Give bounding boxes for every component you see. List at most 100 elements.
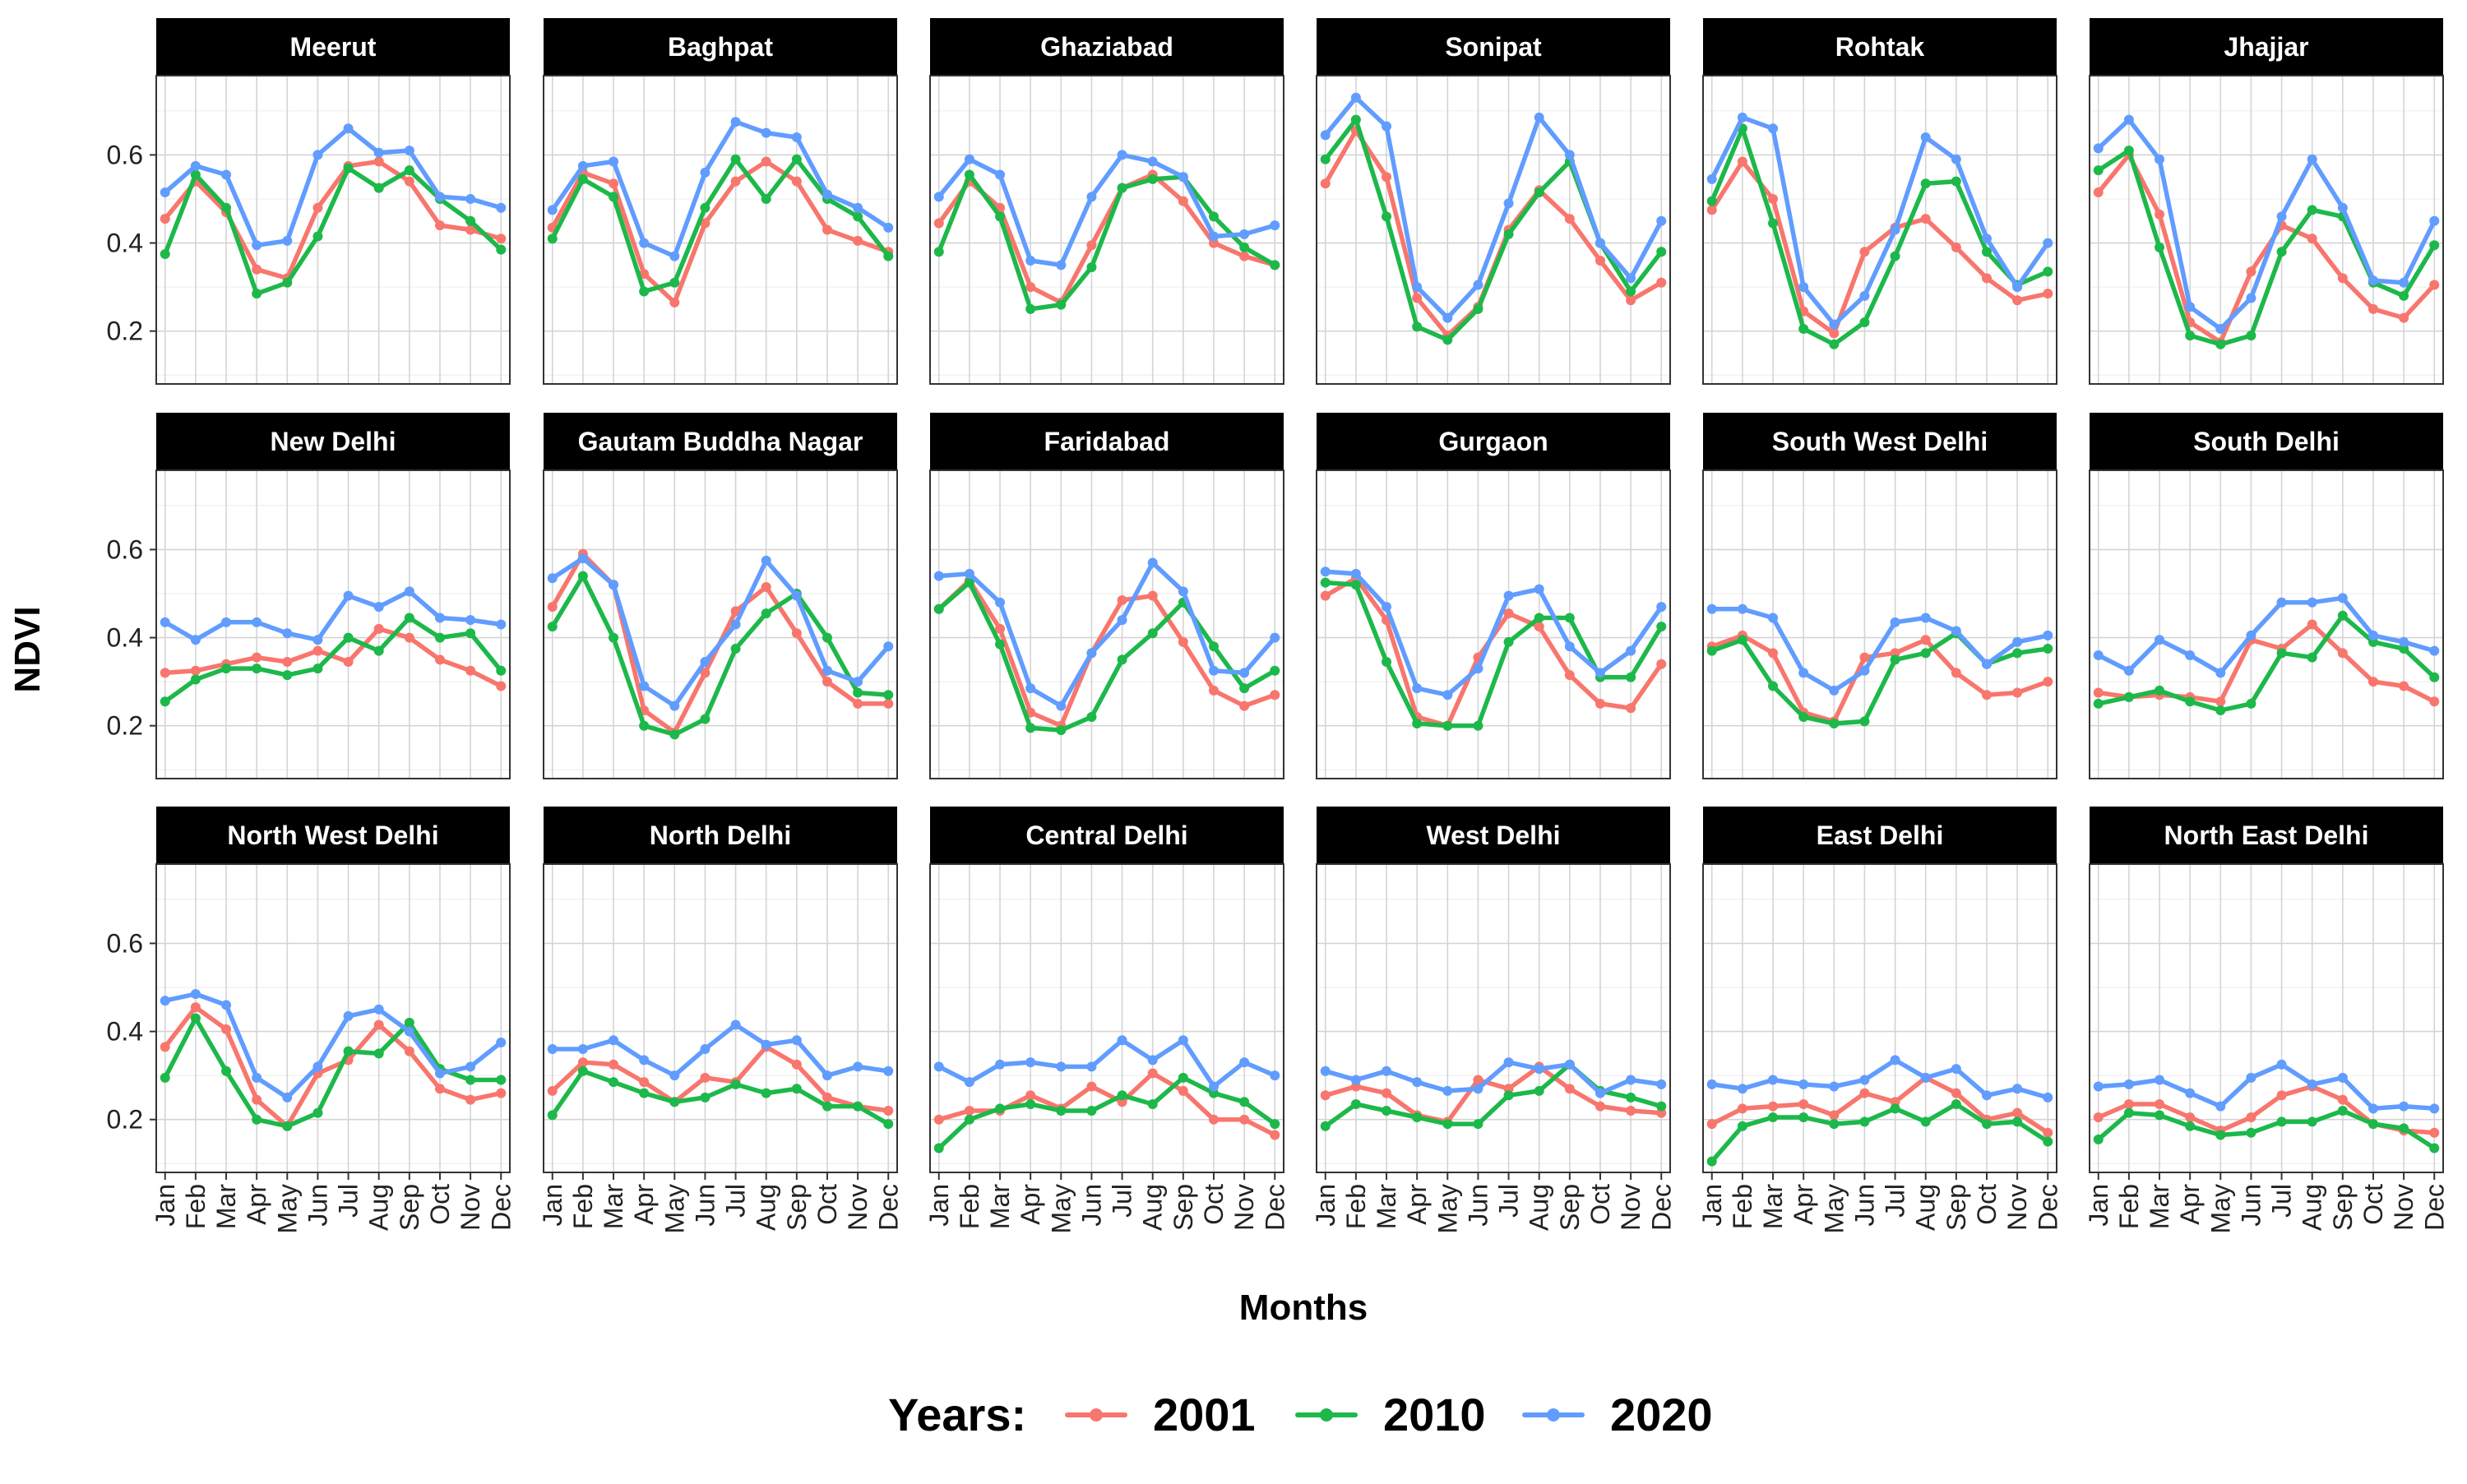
data-point-2010	[730, 643, 741, 654]
data-point-2010	[1626, 286, 1636, 297]
data-point-2001	[822, 677, 832, 687]
data-point-2020	[496, 202, 507, 213]
panel-border	[1316, 75, 1671, 385]
x-tick-label: Dec	[2033, 1184, 2062, 1231]
data-point-2001	[1208, 1114, 1219, 1125]
data-point-2020	[2367, 1103, 2378, 1114]
data-point-2001	[609, 178, 619, 189]
data-point-2020	[1270, 632, 1280, 643]
data-point-2010	[2043, 266, 2053, 277]
data-point-2020	[853, 202, 863, 213]
data-point-2001	[883, 1106, 894, 1116]
plot-background	[544, 470, 897, 779]
data-point-2010	[1117, 654, 1127, 665]
series-line-2010	[937, 1075, 1278, 1151]
data-point-2001	[761, 581, 771, 592]
x-tick-label: Sep	[395, 1184, 424, 1231]
x-tick-label: Mar	[599, 1184, 628, 1229]
data-point-2001	[2093, 687, 2104, 698]
data-point-2010	[577, 173, 588, 184]
data-point-2001	[1239, 1114, 1250, 1125]
data-point-2020	[2155, 635, 2165, 645]
data-point-2001	[160, 668, 170, 678]
data-point-2001	[496, 681, 507, 691]
data-point-2001	[2012, 1107, 2023, 1118]
data-point-2020	[1706, 173, 1717, 184]
data-point-2010	[1270, 665, 1280, 676]
data-point-2020	[1025, 256, 1036, 266]
data-point-2001	[761, 156, 771, 167]
x-tick-label: Jul	[721, 1184, 751, 1218]
data-point-2020	[282, 1092, 293, 1103]
data-point-2001	[1920, 635, 1931, 645]
data-point-2010	[1147, 1098, 1158, 1109]
data-point-2020	[404, 586, 414, 597]
data-point-2010	[1920, 648, 1931, 659]
data-point-2020	[465, 1061, 476, 1072]
data-point-2010	[2123, 146, 2134, 156]
data-point-2010	[252, 663, 262, 674]
data-point-2010	[1056, 725, 1067, 736]
panel-south-west-delhi: South West Delhi	[1702, 413, 2057, 779]
data-point-2020	[1056, 700, 1067, 711]
data-point-2010	[2185, 1121, 2196, 1131]
panel-title: North West Delhi	[227, 821, 438, 850]
panel-title: Meerut	[290, 32, 377, 62]
data-point-2020	[496, 1037, 507, 1047]
panel-north-delhi: North Delhi Jan Feb Mar Apr May Jun Jul Aug Sep Oc…	[538, 807, 903, 1233]
data-point-2001	[1382, 1088, 1392, 1098]
data-point-2001	[373, 1019, 384, 1030]
series-line-2020	[550, 556, 891, 709]
data-point-2001	[609, 1059, 619, 1070]
panel-title: Central Delhi	[1025, 821, 1187, 850]
data-point-2020	[609, 1035, 619, 1046]
data-point-2010	[761, 608, 771, 619]
data-point-2010	[465, 628, 476, 639]
data-point-2020	[822, 1070, 832, 1081]
data-point-2001	[1320, 178, 1331, 189]
data-point-2010	[282, 277, 293, 288]
data-point-2010	[2185, 696, 2196, 707]
data-point-2010	[282, 1121, 293, 1131]
data-point-2020	[1890, 1055, 1900, 1066]
data-point-2010	[1208, 641, 1219, 652]
data-point-2001	[2043, 1127, 2053, 1138]
data-point-2010	[822, 632, 832, 643]
data-point-2020	[1086, 1061, 1097, 1072]
data-point-2001	[2012, 295, 2023, 306]
x-tick-label: Feb	[1341, 1184, 1371, 1229]
panel-strip	[1317, 807, 1670, 864]
data-point-2001	[2399, 312, 2409, 323]
data-point-2020	[282, 235, 293, 246]
series-line-2010	[2096, 1108, 2437, 1151]
data-point-2020	[2399, 636, 2409, 647]
data-point-2020	[2276, 597, 2287, 608]
x-tick-label: Jun	[303, 1184, 332, 1227]
data-point-2010	[1086, 712, 1097, 722]
data-point-2020	[1442, 690, 1453, 700]
data-point-2010	[730, 154, 741, 164]
y-tick-label: 0.2	[107, 711, 143, 741]
data-point-2020	[1798, 1079, 1809, 1089]
data-point-2010	[1412, 719, 1423, 729]
legend-key-point	[1090, 1408, 1103, 1422]
data-point-2020	[252, 1072, 262, 1083]
legend-label: 2010	[1383, 1389, 1486, 1440]
data-point-2010	[282, 670, 293, 681]
data-point-2001	[853, 698, 863, 709]
data-point-2020	[1706, 1079, 1717, 1089]
series-line-2020	[1710, 1057, 2051, 1100]
data-point-2020	[1117, 615, 1127, 626]
legend-item-2010: 2010	[1295, 1389, 1486, 1440]
plot-background	[1317, 76, 1670, 384]
data-point-2020	[2276, 211, 2287, 222]
data-point-2010	[1412, 321, 1423, 332]
data-point-2020	[1412, 683, 1423, 694]
data-point-2001	[2215, 696, 2226, 707]
data-point-2001	[2337, 648, 2348, 659]
data-point-2020	[1534, 584, 1544, 594]
data-point-2001	[2246, 1112, 2256, 1123]
data-point-2001	[1768, 648, 1779, 659]
data-point-2001	[2012, 687, 2023, 698]
data-point-2010	[1706, 196, 1717, 206]
